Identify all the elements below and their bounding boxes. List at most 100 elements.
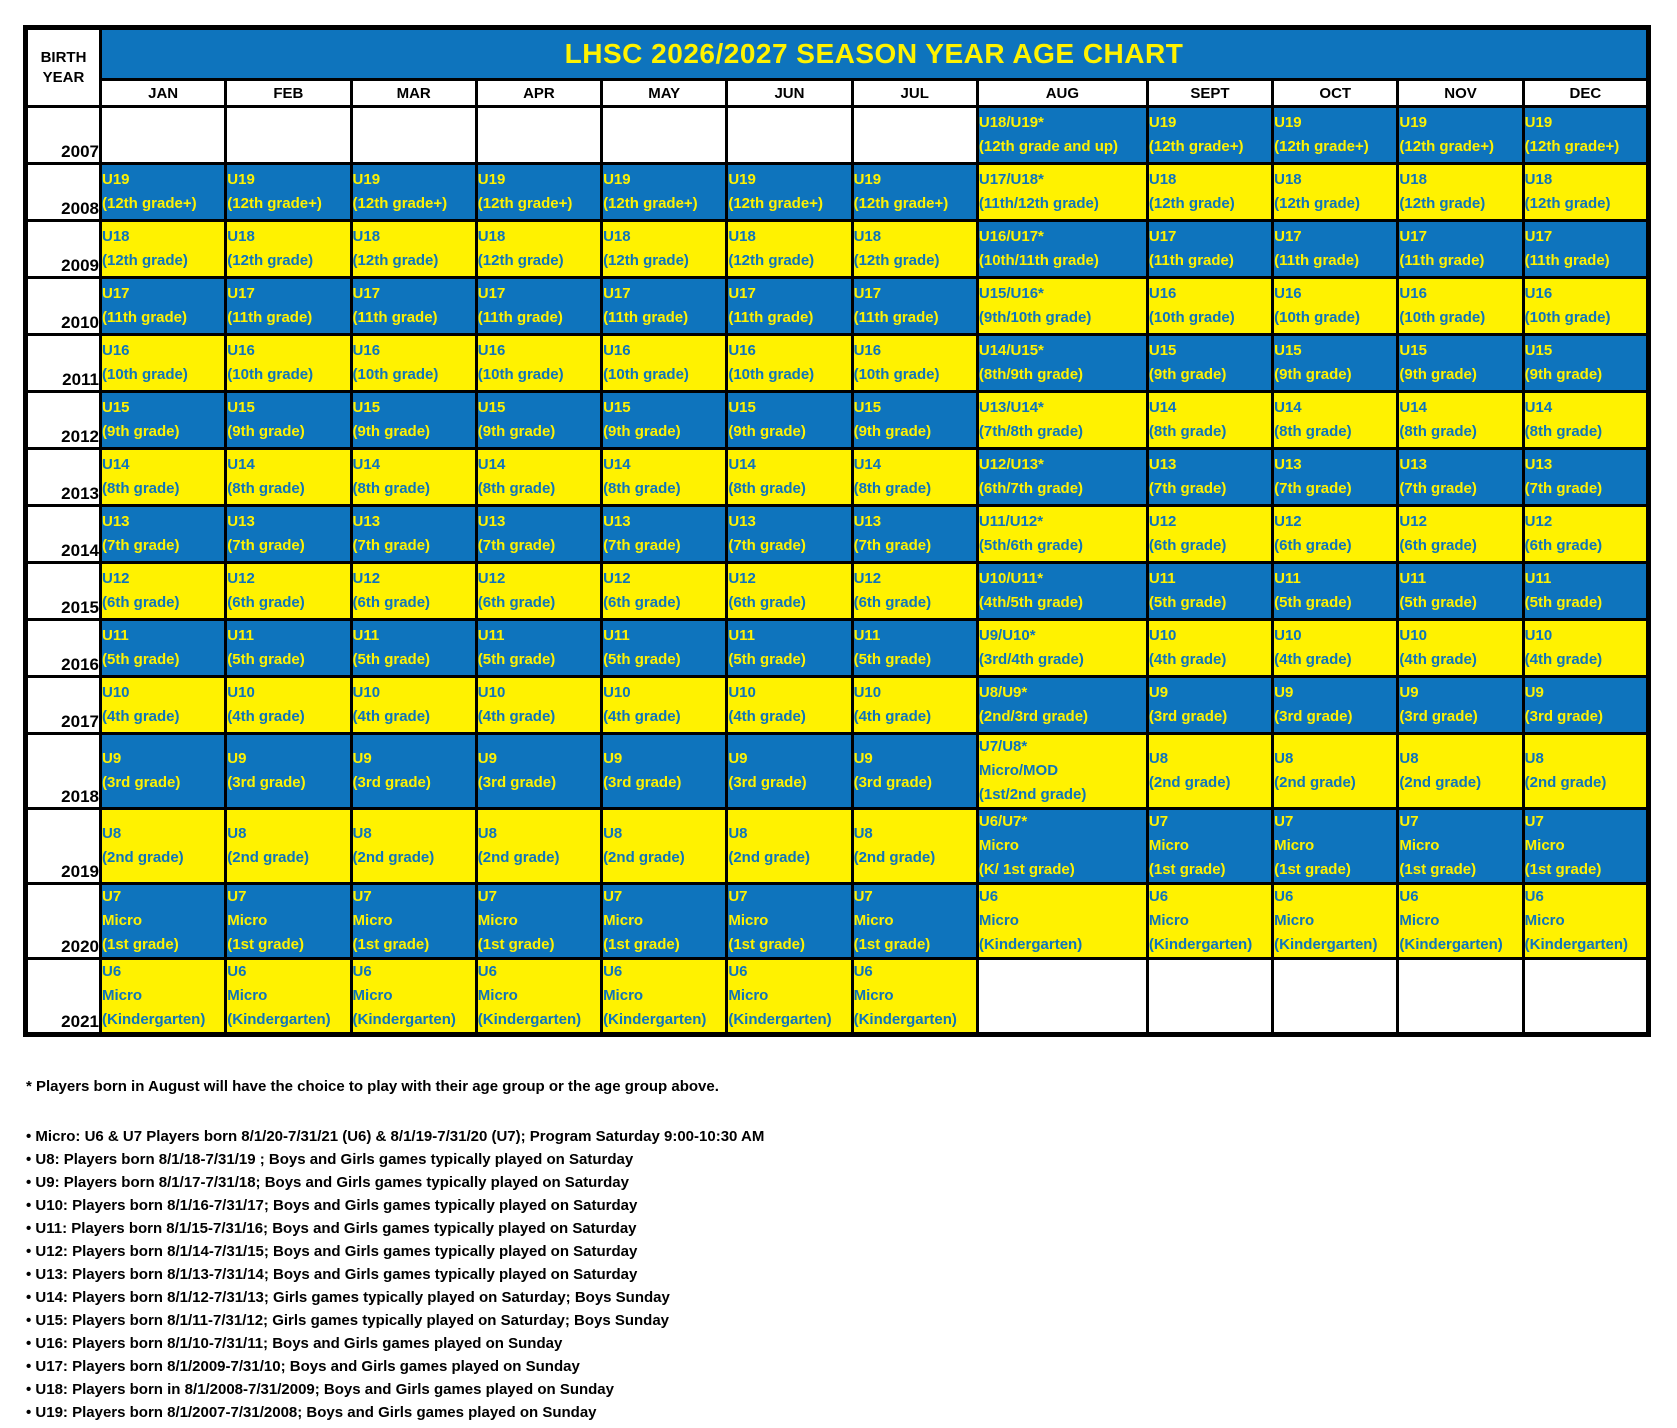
age-cell-line: U13 xyxy=(477,513,506,530)
age-cell xyxy=(975,957,1149,1036)
age-cell: U18 (12th grade) xyxy=(224,219,353,279)
age-cell xyxy=(1396,957,1525,1036)
age-cell-line: U16 xyxy=(1524,285,1553,302)
age-cell-line: Micro xyxy=(102,912,143,929)
note-item: • U11: Players born 8/1/15-7/31/16; Boys… xyxy=(26,1220,637,1237)
age-cell-line: U16 xyxy=(1399,285,1427,302)
age-cell-line: Micro xyxy=(1274,837,1315,854)
age-cell-line: (Kindergarten) xyxy=(853,1011,957,1028)
age-cell: U7 Micro (1st grade) xyxy=(1396,807,1525,885)
age-cell: U13 (7th grade) xyxy=(725,504,854,564)
age-cell-line: (5th grade) xyxy=(603,651,681,668)
age-cell-line: U7 xyxy=(227,888,247,905)
age-cell-line: (3rd grade) xyxy=(477,774,557,791)
age-cell-line: U10 xyxy=(227,684,255,701)
age-cell-line: (11th grade) xyxy=(227,309,313,326)
year-label: 2015 xyxy=(24,561,102,621)
age-cell: U17/U18* (11th/12th grade) xyxy=(975,162,1149,222)
age-cell-line: U9 xyxy=(477,750,497,767)
age-cell-line: (1st grade) xyxy=(1148,861,1226,878)
age-cell xyxy=(474,105,604,165)
age-cell-line: (12th grade) xyxy=(227,252,314,269)
age-cell-line: U11 xyxy=(1524,570,1552,587)
age-cell-line: U6 xyxy=(1274,888,1294,905)
age-cell-line: (1st grade) xyxy=(728,936,806,953)
age-cell-line: (12th grade) xyxy=(102,252,188,269)
age-cell-line: U18 xyxy=(352,228,381,245)
age-cell-line: U13 xyxy=(1148,456,1177,473)
age-cell xyxy=(98,105,228,165)
age-cell-line: U19 xyxy=(853,171,882,188)
age-cell-line: (12th grade+) xyxy=(352,195,448,212)
age-cell xyxy=(1271,957,1400,1036)
age-cell-line: U16/U17* xyxy=(978,228,1044,245)
table-row-2012: 2012 U15 (9th grade) U15 (9th grade) U15 (9th … xyxy=(24,390,1651,450)
age-cell-line: (3rd grade) xyxy=(1524,708,1604,725)
age-cell-line: (9th grade) xyxy=(1274,366,1352,383)
age-cell: U18 (12th grade) xyxy=(1521,162,1651,222)
note-item: • U13: Players born 8/1/13-7/31/14; Boys… xyxy=(26,1266,638,1283)
age-cell-line: U12 xyxy=(1399,513,1427,530)
age-cell: U14 (8th grade) xyxy=(725,447,854,507)
age-cell-line: U8 xyxy=(1148,750,1169,767)
age-cell-line: (Kindergarten) xyxy=(477,1011,582,1028)
age-cell-line: U6 xyxy=(978,888,999,905)
age-cell-line: U7/U8* xyxy=(978,738,1028,755)
year-label: 2011 xyxy=(24,333,102,393)
table-row-2018: 2018 U9 (3rd grade) U9 (3rd grade) U9 (3rd gra… xyxy=(24,732,1651,810)
age-cell-line: U19 xyxy=(603,171,631,188)
age-cell-line: Micro xyxy=(477,987,518,1004)
age-cell-line: U6 xyxy=(603,963,623,980)
age-cell-line: U10 xyxy=(1148,627,1177,644)
age-cell-line: U10 xyxy=(1524,627,1553,644)
age-cell-line: (7th grade) xyxy=(1399,480,1477,497)
age-cell-line: (2nd grade) xyxy=(853,849,936,866)
age-cell: U17 (11th grade) xyxy=(725,276,854,336)
age-cell: U6 Micro (Kindergarten) xyxy=(224,957,353,1036)
age-cell: U15 (9th grade) xyxy=(1271,333,1400,393)
age-cell-line: (5th grade) xyxy=(1399,594,1477,611)
age-cell-line: (11th grade) xyxy=(1399,252,1485,269)
age-cell-line: (11th grade) xyxy=(728,309,814,326)
age-cell-line: U15 xyxy=(853,399,882,416)
age-cell-line: U6 xyxy=(728,963,748,980)
age-cell: U6 Micro (Kindergarten) xyxy=(474,957,604,1036)
age-cell-line: (1st grade) xyxy=(102,936,179,953)
age-cell-line: U11 xyxy=(1274,570,1301,587)
age-cell-line: U8 xyxy=(603,825,623,842)
age-cell-line: Micro xyxy=(1524,837,1565,854)
age-cell-line: (3rd grade) xyxy=(352,774,431,791)
notes-section: * Players born in August will have the c… xyxy=(26,1075,1677,1424)
age-cell: U7 Micro (1st grade) xyxy=(474,882,604,960)
age-cell-line: Micro xyxy=(853,912,894,929)
age-cell-line: U17 xyxy=(352,285,381,302)
age-cell: U6 Micro (Kindergarten) xyxy=(349,957,478,1036)
birth-year-header-line2: YEAR xyxy=(42,68,85,86)
age-cell: U12 (6th grade) xyxy=(349,561,478,621)
age-cell xyxy=(224,105,353,165)
age-cell-line: (6th grade) xyxy=(227,594,305,611)
age-cell-line: (8th grade) xyxy=(1148,423,1227,440)
age-cell-line: U15 xyxy=(227,399,255,416)
table-row-2010: 2010 U17 (11th grade) U17 (11th grade) U17 (11… xyxy=(24,276,1651,336)
age-cell-line: (12th grade+) xyxy=(1274,138,1369,155)
age-cell-line: Micro xyxy=(1148,912,1189,929)
age-cell: U10 (4th grade) xyxy=(98,675,228,735)
age-cell-line: U14 xyxy=(853,456,882,473)
age-cell-line: U10/U11* xyxy=(978,570,1044,587)
age-cell-line: (12th grade and up) xyxy=(978,138,1119,155)
age-cell-line: U9 xyxy=(1524,684,1544,701)
age-cell: U13 (7th grade) xyxy=(850,504,979,564)
age-cell-line: (11th grade) xyxy=(352,309,438,326)
age-cell: U17 (11th grade) xyxy=(349,276,478,336)
age-cell-line: U9 xyxy=(352,750,372,767)
age-cell-line: U18 xyxy=(477,228,506,245)
age-cell-line: U12 xyxy=(102,570,130,587)
note-item: • U19: Players born 8/1/2007-7/31/2008; … xyxy=(26,1404,597,1421)
year-label: 2007 xyxy=(24,105,102,165)
age-cell: U19 (12th grade+) xyxy=(725,162,854,222)
age-cell-line: U13 xyxy=(1524,456,1553,473)
age-cell-line: U19 xyxy=(102,171,130,188)
age-chart-table: BIRTH YEAR LHSC 2026/2027 SEASON YEAR AG… xyxy=(23,25,1651,1037)
